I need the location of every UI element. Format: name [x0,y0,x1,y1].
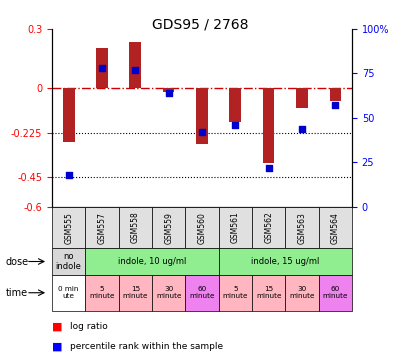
Bar [230,88,241,122]
Text: 5
minute: 5 minute [222,286,248,299]
Point [166,90,172,96]
Text: GSM564: GSM564 [331,212,340,243]
Bar [63,88,74,142]
Text: GDS95 / 2768: GDS95 / 2768 [152,18,248,32]
Text: 30
minute: 30 minute [156,286,182,299]
Text: indole, 10 ug/ml: indole, 10 ug/ml [118,257,186,266]
Text: GSM555: GSM555 [64,212,73,243]
Text: GSM559: GSM559 [164,212,173,243]
Bar [96,49,108,88]
Text: percentile rank within the sample: percentile rank within the sample [70,342,223,351]
Text: GSM561: GSM561 [231,212,240,243]
Bar [163,88,174,92]
Text: no
indole: no indole [56,252,82,271]
Text: log ratio: log ratio [70,322,108,331]
Text: 60
minute: 60 minute [322,286,348,299]
Text: 60
minute: 60 minute [189,286,215,299]
Point [132,67,138,72]
Text: ■: ■ [52,322,62,332]
Text: 0 min
ute: 0 min ute [58,286,79,299]
Point [266,165,272,171]
Bar [263,88,274,164]
Point [99,65,105,71]
Text: 15
minute: 15 minute [256,286,282,299]
Point [232,122,238,128]
Point [299,126,305,131]
Text: GSM563: GSM563 [298,212,306,243]
Text: GSM557: GSM557 [98,212,106,243]
Text: dose: dose [6,256,29,267]
Bar [196,88,208,144]
Text: 15
minute: 15 minute [122,286,148,299]
Text: GSM560: GSM560 [198,212,206,243]
Text: GSM562: GSM562 [264,212,273,243]
Point [66,172,72,178]
Text: 30
minute: 30 minute [289,286,315,299]
Text: GSM558: GSM558 [131,212,140,243]
Point [332,102,338,108]
Text: 5
minute: 5 minute [89,286,115,299]
Bar [130,42,141,88]
Bar [296,88,308,108]
Point [199,129,205,135]
Text: ■: ■ [52,341,62,351]
Text: time: time [6,288,28,298]
Text: indole, 15 ug/ml: indole, 15 ug/ml [251,257,320,266]
Bar [330,88,341,101]
